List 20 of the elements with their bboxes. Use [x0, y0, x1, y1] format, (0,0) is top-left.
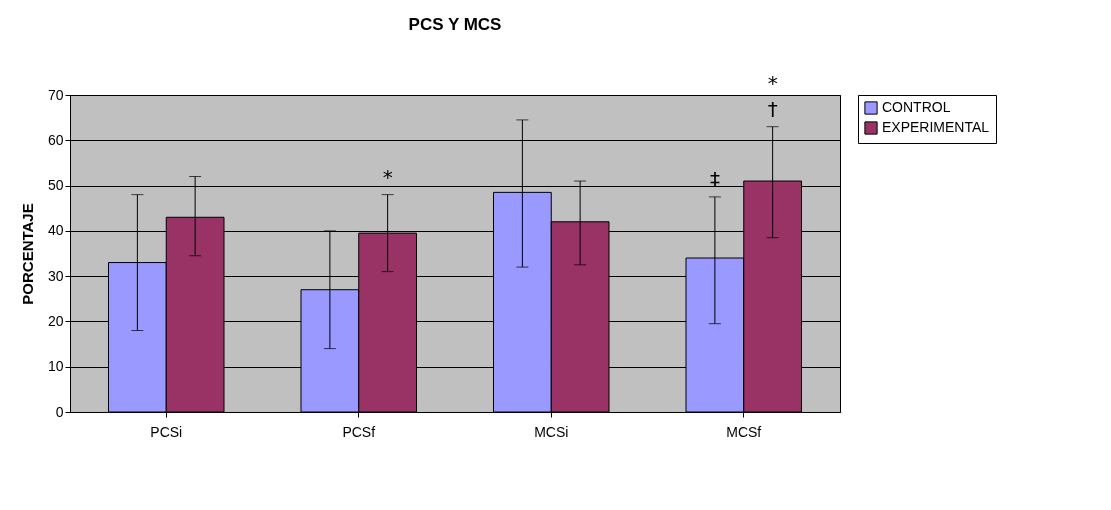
x-tick-label: MCSi	[534, 423, 569, 440]
chart-title: PCS Y MCS	[408, 14, 502, 34]
y-axis-title: PORCENTAJE	[18, 203, 36, 305]
y-tick-label: 20	[47, 312, 64, 329]
y-tick-label: 30	[47, 267, 64, 284]
y-tick-label: 70	[47, 86, 64, 103]
legend-label: CONTROL	[882, 99, 951, 115]
y-tick-label: 10	[47, 358, 64, 375]
annotation: †	[767, 96, 778, 121]
x-tick-label: PCSi	[150, 423, 183, 440]
legend-label: EXPERIMENTAL	[882, 119, 990, 135]
x-tick-label: PCSf	[342, 423, 376, 440]
y-tick-label: 0	[55, 403, 64, 420]
y-tick-label: 40	[47, 222, 64, 239]
annotation: ‡	[709, 166, 720, 191]
text: *	[767, 70, 778, 95]
x-tick-label: MCSf	[726, 423, 762, 440]
y-tick-label: 60	[47, 131, 64, 148]
y-tick-label: 50	[47, 177, 64, 194]
annotation: *	[382, 164, 393, 189]
